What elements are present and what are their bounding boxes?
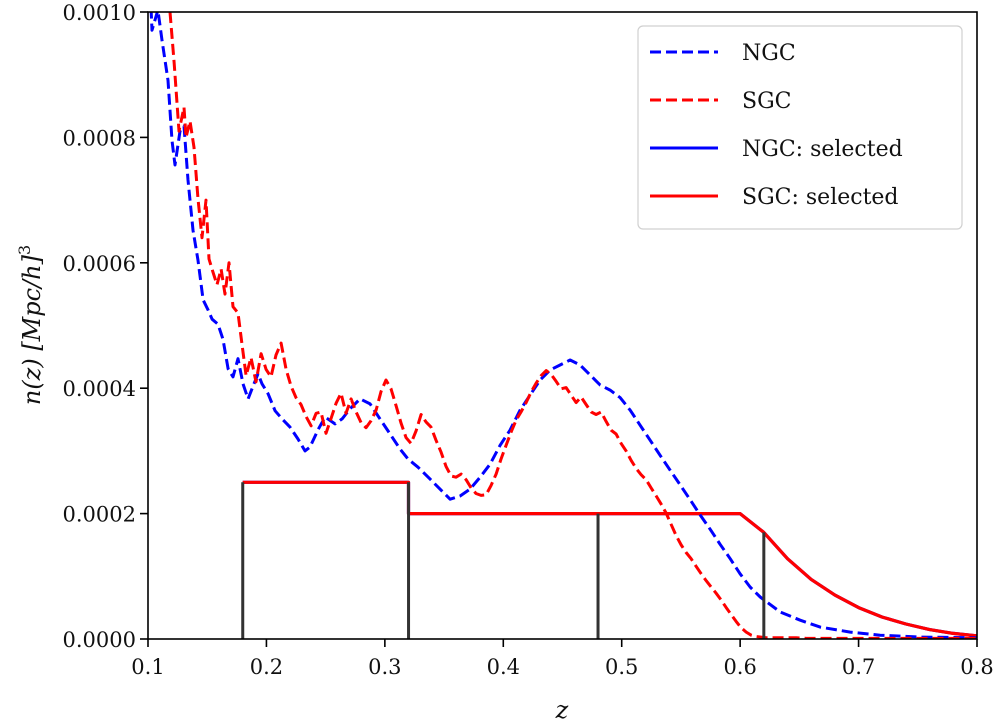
sgc-selected-line xyxy=(242,480,977,638)
sgc-line xyxy=(168,12,977,639)
svg-text:n(z) [Mpc/h]3: n(z) [Mpc/h]3 xyxy=(15,245,46,405)
x-axis-ticks: 0.1 0.2 0.3 0.4 0.5 0.6 0.7 0.8 xyxy=(131,639,994,679)
legend-label: NGC xyxy=(742,41,796,66)
x-tick-label: 0.5 xyxy=(605,655,638,679)
plot-series xyxy=(149,12,977,639)
y-axis-ticks: 0.0000 0.0002 0.0004 0.0006 0.0008 0.0010 xyxy=(63,1,148,652)
y-tick-label: 0.0004 xyxy=(63,377,136,401)
y-tick-label: 0.0008 xyxy=(63,126,136,150)
x-tick-label: 0.6 xyxy=(723,655,756,679)
axes-frame xyxy=(147,11,978,640)
legend: NGC SGC NGC: selected SGC: selected xyxy=(637,25,963,230)
x-axis-label: z xyxy=(555,696,569,724)
ngc-selected-line xyxy=(242,480,977,638)
y-tick-label: 0.0002 xyxy=(63,503,136,527)
x-tick-label: 0.1 xyxy=(131,655,164,679)
x-tick-label: 0.3 xyxy=(368,655,401,679)
x-tick-label: 0.2 xyxy=(250,655,283,679)
y-axis-label: n(z) [Mpc/h]3 xyxy=(15,245,46,405)
y-tick-label: 0.0000 xyxy=(63,628,136,652)
y-tick-label: 0.0006 xyxy=(63,252,136,276)
legend-label: NGC: selected xyxy=(742,137,903,162)
y-tick-label: 0.0010 xyxy=(63,1,136,25)
legend-label: SGC: selected xyxy=(742,185,899,210)
legend-frame xyxy=(637,25,963,230)
x-tick-label: 0.4 xyxy=(487,655,520,679)
x-tick-label: 0.8 xyxy=(960,655,993,679)
ngc-line xyxy=(149,12,977,639)
legend-label: SGC xyxy=(742,89,791,114)
redshift-bin-edges xyxy=(241,482,766,639)
x-tick-label: 0.7 xyxy=(842,655,875,679)
